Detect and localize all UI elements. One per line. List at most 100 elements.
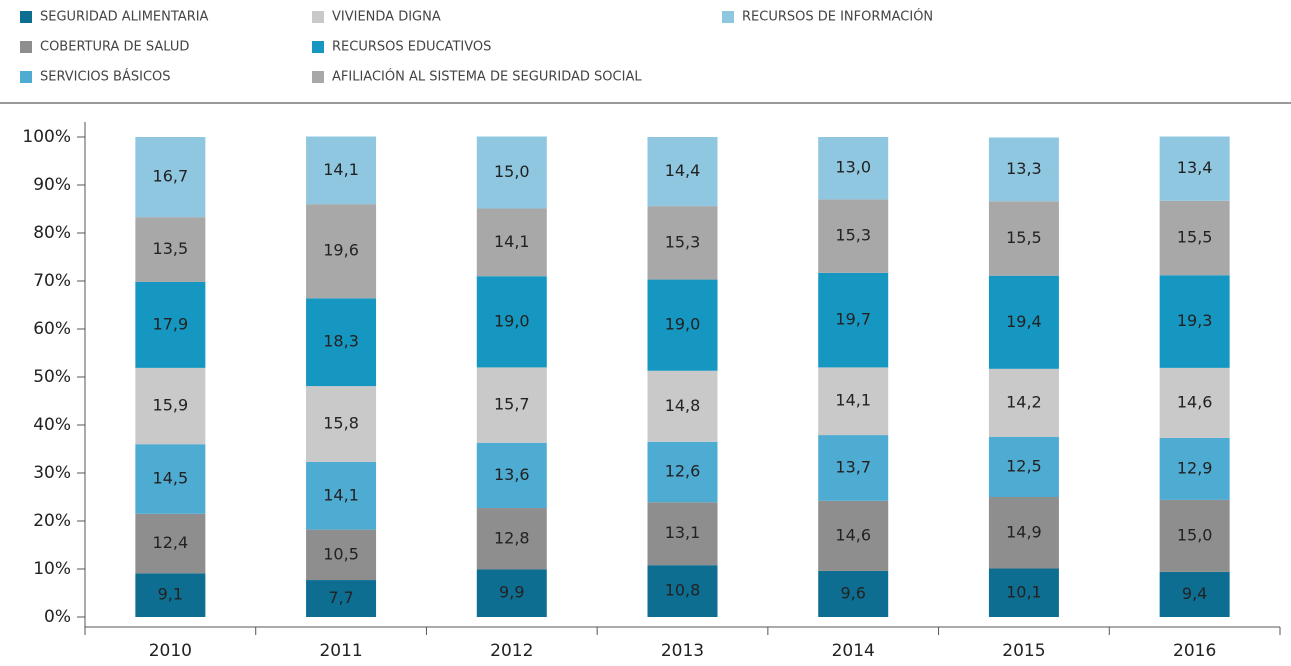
legend-label: VIVIENDA DIGNA bbox=[332, 10, 441, 25]
data-label: 19,6 bbox=[323, 241, 359, 260]
data-label: 15,5 bbox=[1177, 228, 1213, 247]
bar-segment bbox=[647, 206, 718, 280]
bar-segment bbox=[818, 500, 889, 571]
x-tick-label: 2016 bbox=[1173, 641, 1216, 661]
bar-segment bbox=[1159, 136, 1230, 201]
bar-segment bbox=[135, 513, 206, 574]
legend-swatch bbox=[312, 41, 324, 53]
data-label: 14,1 bbox=[835, 391, 871, 410]
data-label: 15,9 bbox=[153, 396, 189, 415]
bar-segment bbox=[306, 204, 377, 299]
legend-label: RECURSOS EDUCATIVOS bbox=[332, 40, 491, 55]
data-label: 14,1 bbox=[323, 160, 359, 179]
data-label: 13,1 bbox=[665, 523, 701, 542]
data-label: 18,3 bbox=[323, 332, 359, 351]
legend-label: SERVICIOS BÁSICOS bbox=[40, 69, 171, 85]
legend-swatch bbox=[20, 41, 32, 53]
bar-segment bbox=[988, 201, 1059, 276]
bar-segment bbox=[476, 136, 547, 209]
bar-segment bbox=[647, 441, 718, 503]
x-tick-label: 2010 bbox=[149, 641, 192, 661]
y-tick-label: 60% bbox=[33, 319, 71, 339]
data-label: 12,6 bbox=[665, 462, 701, 481]
bar-segment bbox=[1159, 367, 1230, 438]
data-label: 13,0 bbox=[835, 158, 871, 177]
x-tick-label: 2013 bbox=[661, 641, 704, 661]
bar-segment bbox=[818, 137, 889, 200]
bar-segment bbox=[476, 367, 547, 443]
data-label: 13,5 bbox=[153, 239, 189, 258]
y-tick-label: 70% bbox=[33, 271, 71, 291]
data-label: 10,1 bbox=[1006, 582, 1042, 601]
bar-segment bbox=[476, 442, 547, 509]
bar-segment bbox=[647, 565, 718, 617]
data-label: 15,3 bbox=[835, 226, 871, 245]
bar-segment bbox=[988, 568, 1059, 617]
data-label: 9,1 bbox=[158, 585, 183, 604]
bar-segment bbox=[135, 573, 206, 617]
data-label: 15,0 bbox=[1177, 525, 1213, 544]
bar-segment bbox=[988, 437, 1059, 497]
x-tick-label: 2011 bbox=[319, 641, 362, 661]
bar-segment bbox=[647, 279, 718, 371]
y-tick-label: 20% bbox=[33, 511, 71, 531]
bar-segment bbox=[476, 569, 547, 617]
bar-segment bbox=[818, 570, 889, 617]
data-label: 9,4 bbox=[1182, 584, 1207, 603]
legend-swatch bbox=[20, 11, 32, 23]
bar-segment bbox=[476, 276, 547, 368]
data-label: 14,4 bbox=[665, 161, 701, 180]
bar-segment bbox=[1159, 275, 1230, 368]
data-label: 15,5 bbox=[1006, 228, 1042, 247]
y-tick-label: 0% bbox=[44, 607, 71, 627]
legend-swatch bbox=[312, 71, 324, 83]
bar-segment bbox=[135, 367, 206, 445]
legend-swatch bbox=[722, 11, 734, 23]
bar-segment bbox=[988, 275, 1059, 369]
data-label: 15,8 bbox=[323, 414, 359, 433]
legend-label: SEGURIDAD ALIMENTARIA bbox=[40, 10, 209, 25]
bar-segment bbox=[306, 298, 377, 387]
bar-segment bbox=[306, 386, 377, 462]
data-label: 15,3 bbox=[665, 232, 701, 251]
legend-swatch bbox=[312, 11, 324, 23]
data-label: 14,1 bbox=[494, 232, 530, 251]
bar-segment bbox=[306, 529, 377, 581]
data-label: 12,5 bbox=[1006, 457, 1042, 476]
legend-label: AFILIACIÓN AL SISTEMA DE SEGURIDAD SOCIA… bbox=[332, 69, 642, 85]
bar-segment bbox=[476, 208, 547, 277]
y-tick-label: 50% bbox=[33, 367, 71, 387]
data-label: 13,7 bbox=[835, 457, 871, 476]
data-label: 19,7 bbox=[835, 310, 871, 329]
bar-segment bbox=[647, 137, 718, 207]
data-label: 13,6 bbox=[494, 465, 530, 484]
x-tick-label: 2015 bbox=[1002, 641, 1045, 661]
data-label: 14,8 bbox=[665, 396, 701, 415]
x-tick-label: 2012 bbox=[490, 641, 533, 661]
bar-segment bbox=[135, 444, 206, 514]
data-label: 15,7 bbox=[494, 395, 530, 414]
bar-segment bbox=[647, 502, 718, 566]
bar-segment bbox=[135, 281, 206, 368]
bar-segment bbox=[135, 137, 206, 218]
data-label: 14,6 bbox=[835, 525, 871, 544]
bar-segment bbox=[1159, 437, 1230, 500]
bar-segment bbox=[988, 497, 1059, 569]
x-tick-label: 2014 bbox=[832, 641, 875, 661]
data-label: 9,6 bbox=[840, 583, 865, 602]
data-label: 19,0 bbox=[494, 311, 530, 330]
legend-swatch bbox=[20, 71, 32, 83]
y-tick-label: 40% bbox=[33, 415, 71, 435]
data-label: 14,1 bbox=[323, 485, 359, 504]
bar-segment bbox=[476, 508, 547, 570]
data-label: 13,3 bbox=[1006, 159, 1042, 178]
bar-segment bbox=[1159, 499, 1230, 572]
data-label: 14,9 bbox=[1006, 522, 1042, 541]
data-label: 14,6 bbox=[1177, 392, 1213, 411]
bar-segment bbox=[818, 199, 889, 273]
bar-segment bbox=[1159, 571, 1230, 617]
bar-segment bbox=[988, 137, 1059, 202]
legend-label: COBERTURA DE SALUD bbox=[40, 40, 189, 55]
y-tick-label: 90% bbox=[33, 175, 71, 195]
